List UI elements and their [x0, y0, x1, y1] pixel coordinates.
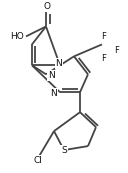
Text: N: N [56, 59, 62, 68]
Text: Cl: Cl [34, 156, 42, 165]
Text: F: F [102, 32, 106, 41]
Text: N: N [50, 89, 57, 98]
Text: O: O [44, 2, 51, 11]
Text: S: S [61, 145, 67, 154]
Text: HO: HO [10, 32, 24, 41]
Text: N: N [48, 71, 55, 80]
Text: F: F [114, 46, 119, 55]
Text: F: F [102, 54, 106, 63]
